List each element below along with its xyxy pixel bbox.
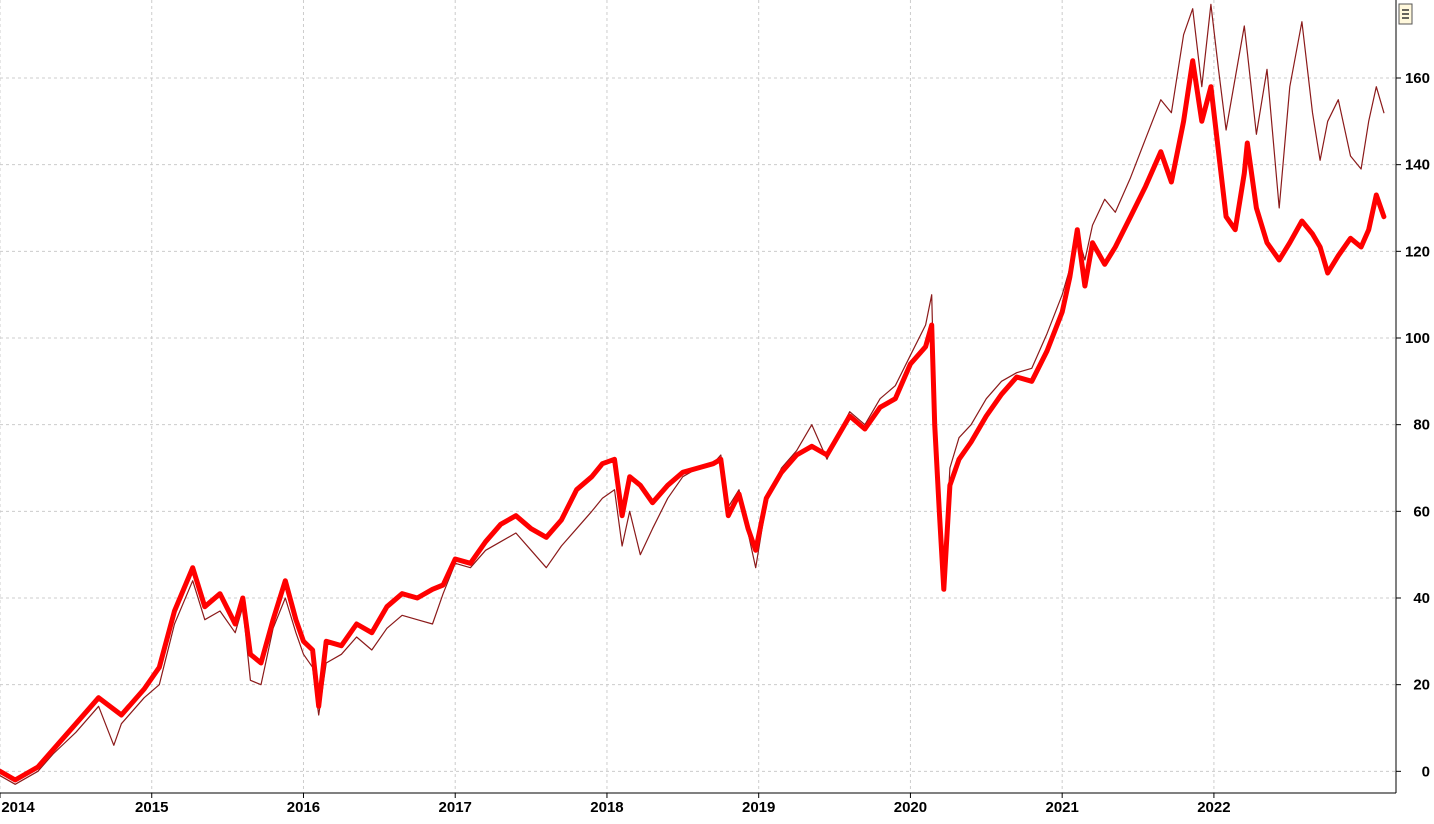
- series-lines: [0, 3, 1387, 785]
- y-tick-label: 120: [1405, 243, 1430, 260]
- x-tick-label: 2019: [742, 799, 775, 816]
- y-tick-label: 140: [1405, 157, 1430, 174]
- y-tick-label: 60: [1413, 503, 1430, 520]
- y-tick-label: 100: [1405, 330, 1430, 347]
- x-tick-label: 2018: [590, 799, 623, 816]
- x-tick-label: 2020: [894, 799, 927, 816]
- menu-icon[interactable]: [1398, 3, 1413, 25]
- x-tick-label: 2022: [1197, 799, 1230, 816]
- x-tick-label: 2014: [1, 799, 35, 816]
- x-axis-ticks: 2014 2015 2016 2017 2018 2019 2020 2021 2022: [0, 793, 1231, 816]
- x-tick-label: 2016: [287, 799, 320, 816]
- y-tick-label: 40: [1413, 590, 1430, 607]
- y-axis-ticks: 0 20 40 60 80 100 120 140 160: [1396, 70, 1430, 780]
- y-tick-label: 20: [1413, 677, 1430, 694]
- y-tick-label: 0: [1422, 763, 1430, 780]
- series-line-thick: [0, 58, 1387, 783]
- y-tick-label: 80: [1413, 417, 1430, 434]
- x-tick-label: 2021: [1045, 799, 1078, 816]
- x-tick-label: 2017: [439, 799, 472, 816]
- y-tick-label: 160: [1405, 70, 1430, 87]
- x-tick-label: 2015: [135, 799, 168, 816]
